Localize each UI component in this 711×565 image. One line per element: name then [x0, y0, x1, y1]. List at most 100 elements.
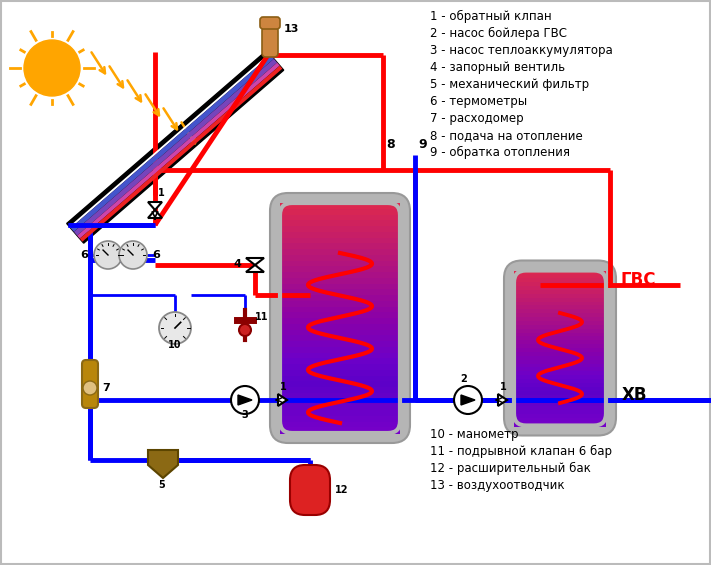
FancyBboxPatch shape: [260, 17, 280, 29]
Text: 3: 3: [242, 410, 248, 420]
Bar: [514, 375, 606, 380]
Bar: [514, 410, 606, 415]
Bar: [280, 306, 400, 313]
FancyBboxPatch shape: [504, 260, 616, 436]
Bar: [514, 387, 606, 392]
Bar: [514, 278, 606, 283]
Text: 12: 12: [335, 485, 348, 495]
Bar: [514, 363, 606, 368]
Bar: [280, 393, 400, 399]
Text: 4: 4: [233, 259, 241, 269]
Bar: [280, 347, 400, 354]
Bar: [514, 313, 606, 318]
Bar: [280, 232, 400, 238]
Bar: [514, 418, 606, 423]
Text: 9 - обратка отопления: 9 - обратка отопления: [430, 146, 570, 159]
Bar: [514, 286, 606, 291]
Bar: [514, 302, 606, 306]
Circle shape: [24, 40, 80, 96]
Polygon shape: [148, 202, 162, 210]
Bar: [514, 390, 606, 395]
Text: ГВС: ГВС: [620, 271, 656, 289]
Text: 13: 13: [284, 24, 299, 34]
Text: 1: 1: [500, 382, 507, 392]
Bar: [280, 318, 400, 325]
Bar: [514, 348, 606, 353]
Bar: [280, 289, 400, 296]
Bar: [514, 402, 606, 407]
Bar: [280, 335, 400, 342]
Text: 3 - насос теплоаккумулятора: 3 - насос теплоаккумулятора: [430, 44, 613, 57]
Text: 10: 10: [169, 340, 182, 350]
Bar: [280, 341, 400, 347]
Polygon shape: [80, 66, 282, 242]
Polygon shape: [67, 50, 284, 243]
Bar: [514, 329, 606, 333]
Bar: [280, 312, 400, 319]
Bar: [514, 317, 606, 322]
Bar: [514, 290, 606, 295]
Bar: [280, 376, 400, 383]
Bar: [280, 387, 400, 394]
Polygon shape: [69, 54, 271, 228]
Text: 6: 6: [80, 250, 88, 260]
Text: 1 - обратный клпан: 1 - обратный клпан: [430, 10, 552, 23]
FancyBboxPatch shape: [270, 193, 410, 443]
Bar: [514, 360, 606, 364]
Text: 2: 2: [460, 374, 466, 384]
Bar: [514, 352, 606, 357]
Polygon shape: [278, 394, 287, 406]
Circle shape: [83, 381, 97, 395]
Bar: [280, 266, 400, 273]
Bar: [514, 406, 606, 411]
Bar: [514, 336, 606, 341]
Bar: [280, 295, 400, 302]
Text: 8: 8: [386, 138, 395, 151]
Bar: [514, 305, 606, 310]
Bar: [280, 416, 400, 423]
FancyBboxPatch shape: [82, 360, 98, 408]
Circle shape: [231, 386, 259, 414]
Polygon shape: [238, 395, 252, 405]
Bar: [280, 208, 400, 215]
Bar: [280, 364, 400, 371]
Bar: [280, 427, 400, 434]
Bar: [514, 271, 606, 275]
Bar: [280, 381, 400, 388]
Bar: [514, 321, 606, 326]
Polygon shape: [498, 394, 507, 406]
Text: 5: 5: [158, 480, 165, 490]
Text: 7 - расходомер: 7 - расходомер: [430, 112, 523, 125]
Polygon shape: [148, 210, 162, 218]
Bar: [514, 383, 606, 388]
Circle shape: [239, 324, 251, 336]
Bar: [514, 421, 606, 427]
Bar: [514, 356, 606, 360]
Text: 2 - насос бойлера ГВС: 2 - насос бойлера ГВС: [430, 27, 567, 40]
FancyBboxPatch shape: [262, 27, 278, 57]
Bar: [280, 353, 400, 359]
Circle shape: [454, 386, 482, 414]
Bar: [280, 203, 400, 210]
Bar: [514, 414, 606, 419]
Text: 9: 9: [418, 138, 427, 151]
Text: 6 - термометры: 6 - термометры: [430, 95, 527, 108]
Bar: [514, 294, 606, 299]
Bar: [514, 340, 606, 345]
Text: 7: 7: [102, 383, 109, 393]
Circle shape: [119, 241, 147, 269]
Bar: [514, 282, 606, 287]
Bar: [514, 371, 606, 376]
Bar: [280, 249, 400, 256]
Bar: [280, 301, 400, 307]
Polygon shape: [77, 63, 279, 238]
Circle shape: [94, 241, 122, 269]
Text: 13 - воздухоотводчик: 13 - воздухоотводчик: [430, 479, 565, 492]
Bar: [280, 358, 400, 365]
Bar: [514, 332, 606, 337]
Bar: [280, 244, 400, 250]
Text: 11 - подрывной клапан 6 бар: 11 - подрывной клапан 6 бар: [430, 445, 612, 458]
Bar: [280, 278, 400, 285]
Circle shape: [159, 312, 191, 344]
Polygon shape: [246, 258, 264, 265]
